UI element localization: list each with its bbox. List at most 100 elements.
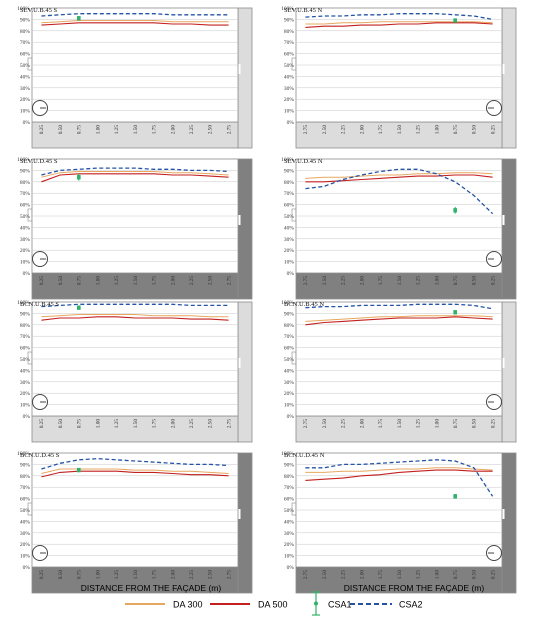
panel-bcn-u-b-45-n-xtick-label: 2.00 bbox=[359, 419, 365, 429]
panel-bcn-u-d-45-n-ytick-label: 70% bbox=[284, 485, 295, 491]
panel-sev-u-d-45-n-xtick-label: 2.75 bbox=[303, 276, 309, 286]
panel-bcn-u-d-45-s-ytick-label: 50% bbox=[20, 508, 31, 514]
panel-bcn-u-b-45-s-window-notch bbox=[236, 358, 241, 368]
panel-sev-u-b-45-s-ytick-label: 20% bbox=[20, 97, 31, 103]
panel-bcn-u-b-45-s-ytick-label: 0% bbox=[23, 414, 31, 420]
panel-sev-u-b-45-n-csa1-marker bbox=[453, 18, 457, 23]
panel-bcn-u-b-45-n-series-csa2 bbox=[305, 303, 493, 310]
panel-bcn-u-b-45-s-series-csa2 bbox=[41, 303, 229, 308]
panel-bcn-u-b-45-n-title: BCN.U.B.45 N bbox=[284, 301, 324, 308]
panel-bcn-u-d-45-s-xtick-label: 1.00 bbox=[95, 570, 101, 580]
panel-sev-u-b-45-s-shade-bottom bbox=[31, 121, 239, 149]
panel-sev-u-d-45-n-shade-right bbox=[501, 158, 517, 300]
panel-sev-u-d-45-s-ytick-label: 100% bbox=[17, 157, 30, 163]
panel-bcn-u-b-45-s-xtick-label: 2.50 bbox=[208, 419, 214, 429]
panel-sev-u-b-45-n-xtick-label: 2.75 bbox=[303, 125, 309, 135]
panel-sev-u-b-45-s-xtick-label: 1.50 bbox=[133, 125, 139, 135]
panel-sev-u-b-45-n-xtick-label: 1.25 bbox=[416, 125, 422, 135]
panel-sev-u-b-45-n-xtick-label: 1.00 bbox=[434, 125, 440, 135]
panel-bcn-u-d-45-s-xtick-label: 2.50 bbox=[208, 570, 214, 580]
panel-sev-u-b-45-s-ytick-label: 70% bbox=[20, 40, 31, 46]
panel-sev-u-d-45-n-ytick-label: 30% bbox=[284, 237, 295, 243]
panel-bcn-u-d-45-s-ytick-label: 70% bbox=[20, 485, 31, 491]
panel-sev-u-d-45-n-xtick-label: 0.25 bbox=[490, 276, 496, 286]
panel-bcn-u-b-45-n-xtick-label: 1.75 bbox=[378, 419, 384, 429]
panel-bcn-u-b-45-s-ytick-label: 100% bbox=[17, 300, 30, 306]
panel-sev-u-b-45-s: 0% 10% 20% 30% 40% 50% 60% 70% 80% 90% 100% 0.25 0.5… bbox=[17, 6, 253, 149]
panel-sev-u-d-45-n-ytick-label: 20% bbox=[284, 248, 295, 254]
panel-sev-u-b-45-s-ytick-label: 90% bbox=[20, 17, 31, 23]
panel-sev-u-b-45-s-xtick-label: 0.75 bbox=[77, 125, 83, 135]
panel-bcn-u-d-45-s: 0% 10% 20% 30% 40% 50% 60% 70% 80% 90% 100% 0.25 0.5… bbox=[17, 451, 253, 594]
panel-sev-u-d-45-s-xtick-label: 1.00 bbox=[95, 276, 101, 286]
panel-bcn-u-b-45-s-ytick-label: 90% bbox=[20, 311, 31, 317]
panel-bcn-u-d-45-s-series-csa2 bbox=[41, 458, 229, 470]
panel-bcn-u-d-45-n-csa1-marker bbox=[453, 494, 457, 499]
panel-sev-u-d-45-s-series-da-500 bbox=[41, 173, 229, 183]
panel-bcn-u-b-45-s-shade-right bbox=[237, 301, 253, 443]
panel-sev-u-b-45-s-ytick-label: 80% bbox=[20, 29, 31, 35]
panel-bcn-u-d-45-n-ytick-label: 40% bbox=[284, 519, 295, 525]
panel-bcn-u-b-45-n-ytick-label: 30% bbox=[284, 380, 295, 386]
panel-sev-u-b-45-s-xtick-label: 0.50 bbox=[58, 125, 64, 135]
panel-sev-u-b-45-s-series-csa2 bbox=[41, 13, 229, 17]
panel-sev-u-d-45-n-xtick-label: 2.00 bbox=[359, 276, 365, 286]
panel-sev-u-b-45-s-shade-right bbox=[237, 7, 253, 149]
panel-sev-u-b-45-n-xtick-label: 0.25 bbox=[490, 125, 496, 135]
panel-sev-u-b-45-n-ytick-label: 0% bbox=[287, 120, 295, 126]
panel-sev-u-d-45-s-xtick-label: 2.50 bbox=[208, 276, 214, 286]
panel-bcn-u-b-45-s-xtick-label: 0.25 bbox=[39, 419, 45, 429]
panel-bcn-u-b-45-n-series-da-300 bbox=[305, 315, 493, 322]
panel-bcn-u-b-45-n-ytick-label: 90% bbox=[284, 311, 295, 317]
panel-sev-u-d-45-s-shade-right bbox=[237, 158, 253, 300]
legend-csa1-label: CSA1 bbox=[328, 600, 352, 610]
panel-sev-u-b-45-s-xtick-label: 1.75 bbox=[152, 125, 158, 135]
panel-bcn-u-d-45-n-ytick-label: 30% bbox=[284, 531, 295, 537]
panel-bcn-u-b-45-s-xtick-label: 1.75 bbox=[152, 419, 158, 429]
panel-sev-u-d-45-n-xtick-label: 1.25 bbox=[416, 276, 422, 286]
panel-bcn-u-b-45-n-xtick-label: 0.25 bbox=[490, 419, 496, 429]
panel-sev-u-b-45-n-shade-right bbox=[501, 7, 517, 149]
panel-bcn-u-d-45-s-xtick-label: 1.50 bbox=[133, 570, 139, 580]
panel-sev-u-b-45-s-series-da-300 bbox=[41, 20, 229, 24]
panel-bcn-u-d-45-s-xtick-label: 0.50 bbox=[58, 570, 64, 580]
panel-bcn-u-b-45-n-ytick-label: 0% bbox=[287, 414, 295, 420]
panel-sev-u-d-45-s-ytick-label: 30% bbox=[20, 237, 31, 243]
panel-bcn-u-b-45-n-xtick-label: 2.25 bbox=[341, 419, 347, 429]
panel-bcn-u-d-45-s-xtick-label: 2.75 bbox=[226, 570, 232, 580]
panel-sev-u-b-45-n-xtick-label: 2.25 bbox=[341, 125, 347, 135]
panel-sev-u-b-45-s-series-da-500 bbox=[41, 22, 229, 26]
panel-bcn-u-b-45-n-ytick-label: 80% bbox=[284, 323, 295, 329]
panel-sev-u-b-45-n-ytick-label: 80% bbox=[284, 29, 295, 35]
panel-bcn-u-b-45-n-ytick-label: 20% bbox=[284, 391, 295, 397]
panel-bcn-u-b-45-n-csa1-marker bbox=[453, 310, 457, 315]
panel-sev-u-d-45-n-xtick-label: 1.50 bbox=[397, 276, 403, 286]
panel-sev-u-d-45-n-ytick-label: 80% bbox=[284, 180, 295, 186]
panel-bcn-u-d-45-s-xtick-label: 2.25 bbox=[189, 570, 195, 580]
panel-sev-u-d-45-n-xtick-label: 1.75 bbox=[378, 276, 384, 286]
panel-sev-u-b-45-s-xtick-label: 2.25 bbox=[189, 125, 195, 135]
panel-bcn-u-d-45-n-orientation-icon bbox=[486, 545, 502, 561]
panel-sev-u-b-45-n-xtick-label: 2.50 bbox=[322, 125, 328, 135]
panel-bcn-u-d-45-n-xtick-label: 1.00 bbox=[434, 570, 440, 580]
panel-sev-u-b-45-n-window-notch bbox=[500, 64, 505, 74]
x-axis-label-right: DISTANCE FROM THE FAÇADE (m) bbox=[344, 583, 485, 593]
panel-sev-u-d-45-s-xtick-label: 0.50 bbox=[58, 276, 64, 286]
panel-bcn-u-d-45-s-xtick-label: 1.75 bbox=[152, 570, 158, 580]
panel-bcn-u-d-45-n-ytick-label: 10% bbox=[284, 554, 295, 560]
panel-sev-u-d-45-n-ytick-label: 70% bbox=[284, 191, 295, 197]
panel-sev-u-b-45-n-ytick-label: 90% bbox=[284, 17, 295, 23]
panel-bcn-u-b-45-s-xtick-label: 2.00 bbox=[170, 419, 176, 429]
panel-bcn-u-b-45-n-orientation-icon bbox=[486, 394, 502, 410]
panel-bcn-u-d-45-n-shade-right bbox=[501, 452, 517, 594]
panel-sev-u-d-45-s-xtick-label: 0.75 bbox=[77, 276, 83, 286]
panel-bcn-u-d-45-s-ytick-label: 100% bbox=[17, 451, 30, 457]
panel-bcn-u-d-45-n-series-da-300 bbox=[305, 467, 493, 473]
panel-sev-u-b-45-s-xtick-label: 0.25 bbox=[39, 125, 45, 135]
panel-bcn-u-d-45-s-ytick-label: 20% bbox=[20, 542, 31, 548]
panel-sev-u-d-45-s-ytick-label: 0% bbox=[23, 271, 31, 277]
panel-sev-u-d-45-n-ytick-label: 10% bbox=[284, 260, 295, 266]
panel-bcn-u-b-45-s-xtick-label: 1.50 bbox=[133, 419, 139, 429]
legend-da300-label: DA 300 bbox=[173, 600, 203, 610]
panel-sev-u-d-45-s-ytick-label: 50% bbox=[20, 214, 31, 220]
